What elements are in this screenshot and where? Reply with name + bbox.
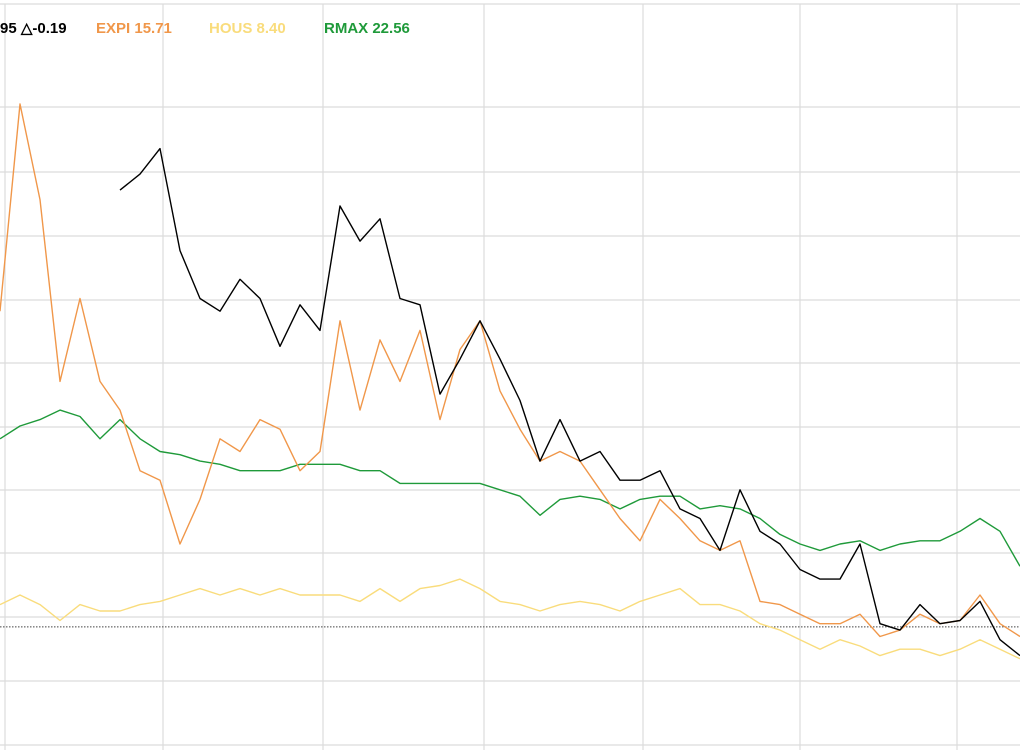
legend-value: 22.56 xyxy=(372,20,410,37)
legend-entry: RMAX 22.56 xyxy=(324,20,410,37)
series-line xyxy=(0,409,1020,567)
series-line xyxy=(0,103,1020,638)
legend-name: HOUS xyxy=(209,20,252,37)
grid xyxy=(0,3,1020,750)
legend-entry: 95 △-0.19 xyxy=(0,20,67,37)
legend-entry: EXPI 15.71 xyxy=(96,20,172,37)
lines xyxy=(0,103,1020,660)
series-line xyxy=(0,578,1020,660)
legend-entry: HOUS 8.40 xyxy=(209,20,286,37)
legend-value: 15.71 xyxy=(134,20,172,37)
legend-name: EXPI xyxy=(96,20,130,37)
series-line xyxy=(119,147,1020,657)
legend-value: 8.40 xyxy=(257,20,286,37)
legend: 95 △-0.19 EXPI 15.71 HOUS 8.40 RMAX 22.56 xyxy=(0,20,410,37)
legend-name: RMAX xyxy=(324,20,368,37)
legend-value: 95 △-0.19 xyxy=(0,20,67,37)
